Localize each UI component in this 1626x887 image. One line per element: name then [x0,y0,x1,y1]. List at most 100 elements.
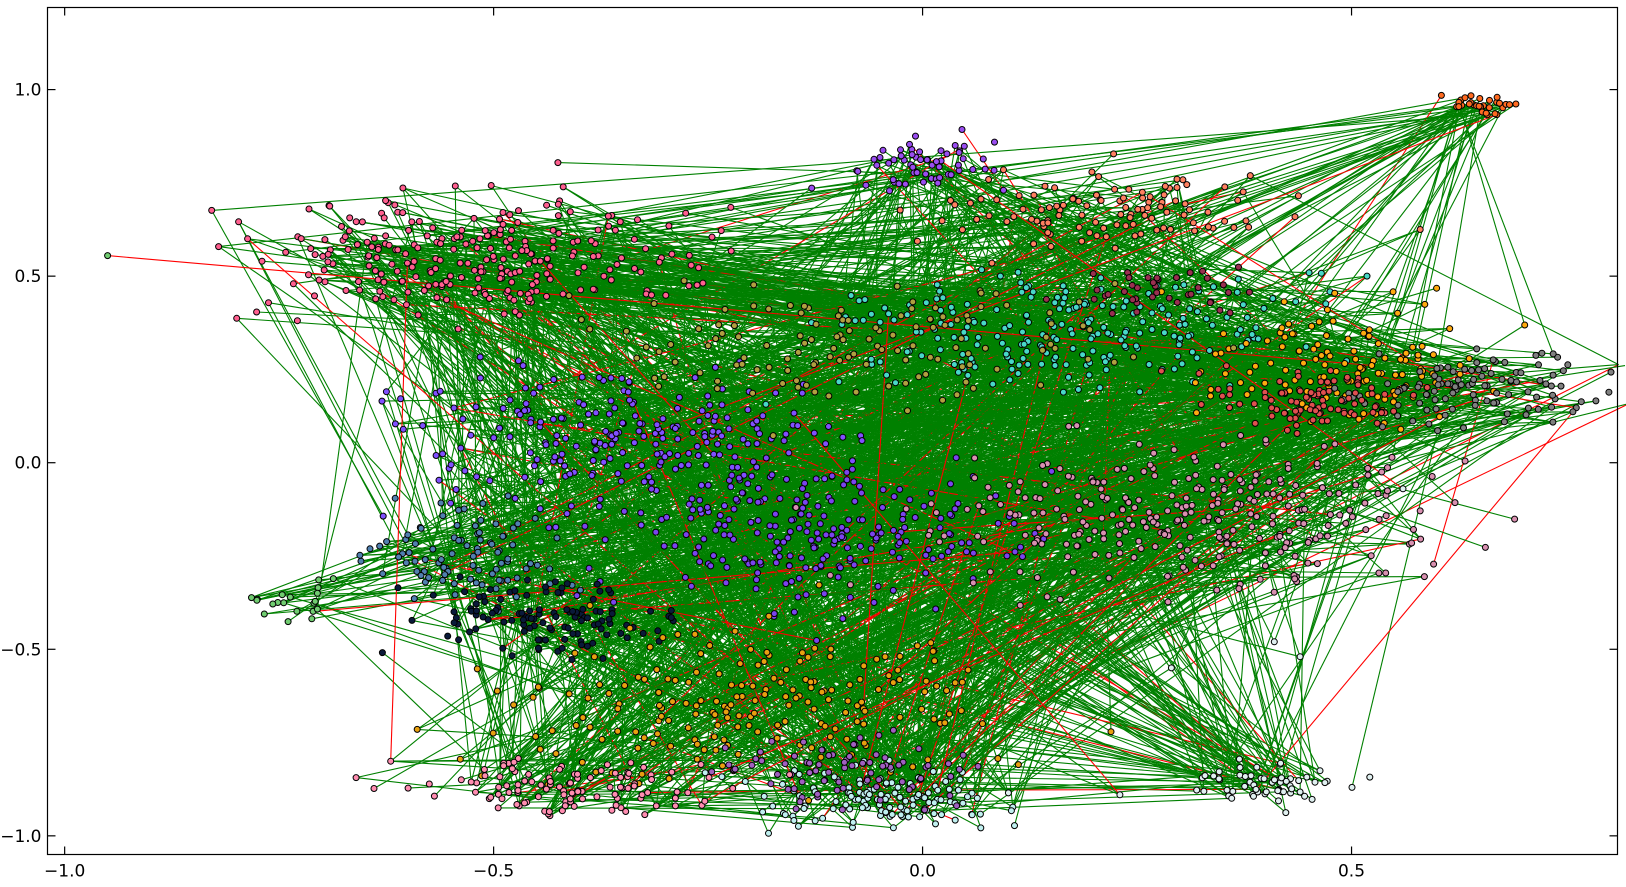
scatter-point [1454,376,1462,384]
scatter-point [1161,531,1169,538]
scatter-point [724,714,731,722]
graph-edge [390,263,408,762]
scatter-point [1331,289,1339,297]
scatter-point [1336,511,1344,519]
scatter-point [1592,397,1600,405]
scatter-point [1173,175,1181,183]
scatter-point [1605,388,1613,396]
scatter-point [1441,395,1449,403]
graph-edge [1217,474,1369,520]
scatter-point [836,564,844,572]
scatter-point [993,332,1001,340]
scatter-point [1130,353,1137,361]
scatter-point [510,296,518,304]
scatter-point [1384,380,1392,388]
graph-edge [940,517,1329,527]
scatter-point [1089,478,1097,486]
scatter-point [420,287,428,294]
scatter-point [379,293,387,301]
scatter-point [773,734,781,742]
scatter-point [619,449,627,457]
scatter-point [847,292,855,299]
graph-edge [1257,408,1453,793]
scatter-point [1247,483,1255,491]
graph-edge [297,236,539,797]
scatter-point [1135,496,1143,504]
scatter-point [1261,549,1269,557]
scatter-point [617,629,625,637]
scatter-point [1015,192,1023,200]
graph-edge [527,301,818,641]
scatter-point [1085,536,1093,543]
scatter-point [921,688,929,696]
scatter-point [993,365,1001,373]
scatter-point [601,536,609,544]
graph-edge [919,375,1483,818]
scatter-point [474,548,482,556]
scatter-point [704,392,712,400]
scatter-point [1122,222,1130,230]
scatter-point [1014,761,1022,769]
scatter-point [372,295,380,303]
scatter-point [1079,322,1087,330]
scatter-point [1361,499,1369,507]
scatter-point [1421,300,1429,308]
scatter-point [662,291,670,299]
scatter-point [1103,494,1111,502]
scatter-point [822,531,830,539]
scatter-point [693,668,700,676]
scatter-point [1010,213,1018,221]
scatter-point [1171,478,1178,486]
scatter-point [437,240,444,248]
scatter-point [587,237,595,245]
scatter-point [435,476,443,484]
scatter-point [443,296,451,304]
graph-edge [1299,397,1307,793]
scatter-point [638,462,646,469]
scatter-point [716,512,724,519]
scatter-point [536,745,544,753]
graph-edge [941,667,1172,816]
graph-edge [811,412,1374,749]
scatter-point [909,163,917,171]
scatter-point [671,358,679,366]
graph-edge [940,160,1404,490]
scatter-point [782,693,790,701]
graph-edge [562,186,1120,545]
scatter-point [913,169,921,177]
scatter-point [685,461,692,469]
scatter-point [869,530,876,538]
scatter-point [1416,368,1424,376]
scatter-point [945,710,953,718]
scatter-point [878,346,886,354]
scatter-point [402,250,410,258]
scatter-point [772,389,780,397]
graph-edge [272,357,1198,605]
scatter-point [1381,390,1389,398]
scatter-point [826,653,834,661]
scatter-point [922,299,930,307]
graph-edge [428,285,1161,307]
scatter-point [890,493,898,501]
scatter-point [569,607,577,615]
scatter-point [1059,282,1067,290]
scatter-point [527,419,535,427]
scatter-point [902,537,910,545]
scatter-point [1243,391,1251,399]
scatter-point [783,475,790,483]
scatter-point [612,429,620,437]
scatter-point [966,361,974,369]
graph-edge [580,215,609,291]
scatter-point [950,333,958,341]
scatter-point [1451,383,1459,391]
scatter-point [754,498,762,506]
scatter-point [605,586,613,594]
scatter-point [1054,293,1061,301]
scatter-point [640,432,648,440]
scatter-point [1230,344,1238,352]
scatter-point [1100,529,1107,537]
scatter-point [1397,355,1405,363]
scatter-point [1183,181,1191,189]
scatter-point [896,206,904,214]
scatter-point [1505,391,1513,399]
